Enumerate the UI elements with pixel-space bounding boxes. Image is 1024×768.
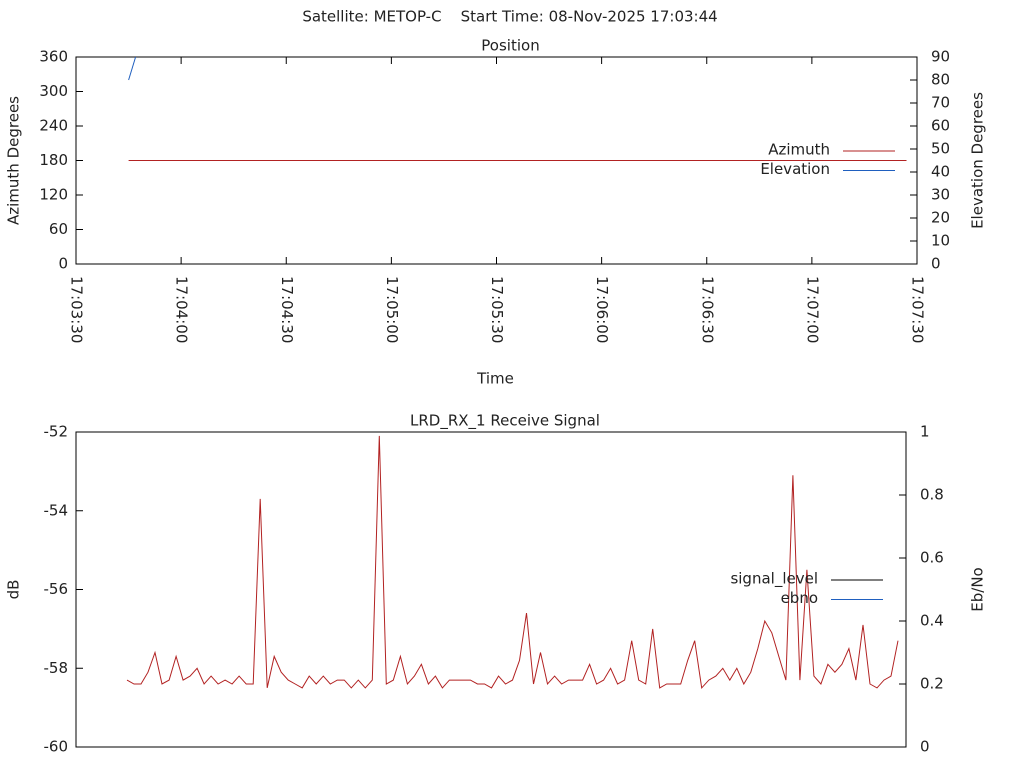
y-axis-label: dB [5, 580, 23, 600]
y2-tick-label: 90 [931, 48, 950, 66]
y2-tick-label: 1 [920, 423, 930, 441]
y-tick-label: -58 [44, 659, 69, 677]
x-tick-label: 17:06:00 [593, 276, 611, 343]
y-tick-label: -60 [44, 738, 69, 756]
page-title: Satellite: METOP-C Start Time: 08-Nov-20… [302, 8, 717, 26]
y2-tick-label: 30 [931, 186, 950, 204]
y-tick-label: 180 [39, 151, 68, 169]
y-axis-label: Azimuth Degrees [5, 96, 23, 225]
x-tick-label: 17:05:30 [488, 276, 506, 343]
y2-tick-label: 60 [931, 117, 950, 135]
legend-label: ebno [781, 589, 818, 607]
y2-tick-label: 0 [931, 255, 941, 273]
series-line [128, 56, 137, 81]
y2-axis-label: Eb/No [969, 567, 987, 611]
y2-tick-label: 0.4 [920, 612, 944, 630]
x-tick-label: 17:07:30 [909, 276, 927, 343]
x-tick-label: 17:05:00 [383, 276, 401, 343]
y2-tick-label: 50 [931, 140, 950, 158]
chart-title: Position [481, 37, 539, 55]
y2-tick-label: 80 [931, 71, 950, 89]
y-tick-label: 60 [49, 220, 68, 238]
y2-tick-label: 0.2 [920, 675, 944, 693]
x-tick-label: 17:04:00 [173, 276, 191, 343]
y2-tick-label: 20 [931, 209, 950, 227]
y2-tick-label: 10 [931, 232, 950, 250]
y-tick-label: 0 [58, 255, 68, 273]
legend-label: signal_level [730, 570, 818, 589]
y-tick-label: -52 [44, 423, 69, 441]
y2-tick-label: 40 [931, 163, 950, 181]
y-tick-label: 240 [39, 117, 68, 135]
legend-label: Azimuth [768, 141, 830, 159]
y-tick-label: 300 [39, 82, 68, 100]
series-line [126, 435, 899, 690]
y2-tick-label: 0.8 [920, 486, 944, 504]
y-tick-label: 360 [39, 48, 68, 66]
y2-tick-label: 0 [920, 738, 930, 756]
y2-axis-label: Elevation Degrees [969, 92, 987, 229]
x-tick-label: 17:07:00 [803, 276, 821, 343]
x-tick-label: 17:04:30 [278, 276, 296, 343]
y2-tick-label: 0.6 [920, 549, 944, 567]
y2-tick-label: 70 [931, 94, 950, 112]
x-axis-label: Time [476, 370, 514, 388]
chart-title: LRD_RX_1 Receive Signal [410, 412, 600, 431]
y-tick-label: -54 [44, 501, 69, 519]
x-tick-label: 17:03:30 [68, 276, 86, 343]
y-tick-label: 120 [39, 186, 68, 204]
y-tick-label: -56 [44, 580, 69, 598]
x-tick-label: 17:06:30 [698, 276, 716, 343]
legend-label: Elevation [760, 160, 830, 178]
